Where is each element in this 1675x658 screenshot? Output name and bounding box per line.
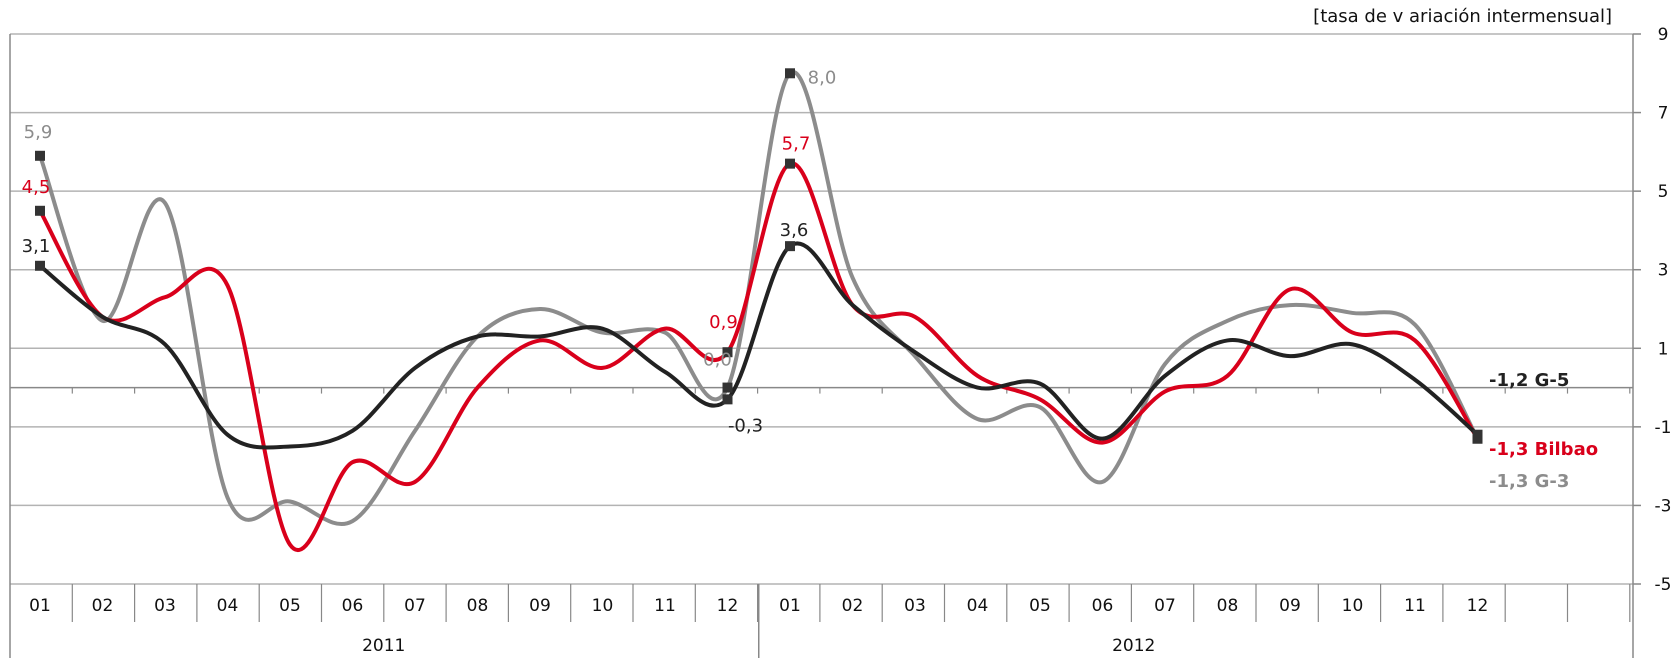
y-tick-label: -5 bbox=[1655, 575, 1672, 595]
data-label: 0,0 bbox=[703, 350, 732, 371]
data-label: 5,9 bbox=[24, 122, 53, 143]
data-labels: 5,9 4,5 3,1 0,0 0,9 -0,3 8,0 5,7 3,6 -1,2 G-5 -1,3… bbox=[22, 67, 1598, 492]
y-tick-label: 3 bbox=[1658, 261, 1669, 281]
data-point-marker bbox=[1472, 429, 1483, 440]
data-label: 3,1 bbox=[22, 236, 51, 257]
data-point-marker bbox=[785, 158, 795, 169]
data-label: 8,0 bbox=[808, 67, 837, 88]
data-point-marker bbox=[722, 394, 733, 405]
data-point-marker bbox=[35, 260, 45, 271]
data-point-marker bbox=[722, 347, 733, 358]
series-line bbox=[38, 241, 1480, 450]
x-tick-label: 10 bbox=[592, 596, 614, 616]
year-label: 2011 bbox=[362, 636, 405, 656]
x-tick-label: 02 bbox=[92, 596, 114, 616]
x-tick-label: 10 bbox=[1342, 596, 1364, 616]
end-label: -1,3 G-3 bbox=[1489, 471, 1569, 492]
x-tick-label: 02 bbox=[842, 596, 864, 616]
y-tick-label: 1 bbox=[1658, 339, 1669, 359]
y-tick-label: -1 bbox=[1655, 418, 1672, 438]
x-tick-label: 11 bbox=[1404, 596, 1426, 616]
grid-lines: -5 -3 -1 1 3 5 7 9 01 02 03 04 05 06 07 08 09 10 11 12 01 02 0… bbox=[9, 25, 1672, 658]
x-tick-label: 06 bbox=[342, 596, 364, 616]
y-tick-label: 5 bbox=[1658, 182, 1669, 202]
x-tick-label: 04 bbox=[217, 596, 239, 616]
data-label: -0,3 bbox=[728, 415, 763, 436]
data-point-marker bbox=[785, 241, 795, 252]
end-label: -1,3 Bilbao bbox=[1489, 439, 1598, 460]
series-line bbox=[38, 161, 1480, 552]
data-label: 4,5 bbox=[22, 177, 51, 198]
x-tick-label: 04 bbox=[967, 596, 989, 616]
x-tick-label: 06 bbox=[1092, 596, 1114, 616]
x-tick-label: 09 bbox=[529, 596, 551, 616]
x-tick-label: 12 bbox=[717, 596, 739, 616]
x-tick-label: 07 bbox=[1154, 596, 1176, 616]
x-tick-label: 03 bbox=[154, 596, 176, 616]
y-tick-label: -3 bbox=[1655, 496, 1672, 516]
year-label: 2012 bbox=[1112, 636, 1155, 656]
data-point-marker bbox=[722, 382, 733, 393]
x-tick-label: 05 bbox=[1029, 596, 1051, 616]
x-tick-label: 11 bbox=[654, 596, 676, 616]
series-line bbox=[38, 69, 1480, 526]
x-tick-label: 03 bbox=[904, 596, 926, 616]
data-point-marker bbox=[785, 68, 795, 79]
x-tick-label: 01 bbox=[779, 596, 801, 616]
series-lines bbox=[38, 69, 1480, 552]
unit-label: [tasa de v ariación intermensual] bbox=[1313, 6, 1612, 27]
end-label: -1,2 G-5 bbox=[1489, 370, 1569, 391]
x-tick-label: 07 bbox=[404, 596, 426, 616]
x-tick-label: 09 bbox=[1279, 596, 1301, 616]
data-label: 0,9 bbox=[709, 312, 738, 333]
data-label: 3,6 bbox=[780, 220, 809, 241]
data-label: 5,7 bbox=[782, 134, 811, 155]
x-tick-label: 12 bbox=[1467, 596, 1489, 616]
y-tick-label: 9 bbox=[1658, 25, 1669, 45]
x-tick-label: 05 bbox=[279, 596, 301, 616]
y-tick-label: 7 bbox=[1658, 104, 1669, 124]
x-tick-label: 01 bbox=[29, 596, 51, 616]
x-tick-label: 08 bbox=[467, 596, 489, 616]
x-tick-label: 08 bbox=[1217, 596, 1239, 616]
data-point-marker bbox=[35, 205, 45, 216]
data-point-marker bbox=[35, 150, 45, 161]
